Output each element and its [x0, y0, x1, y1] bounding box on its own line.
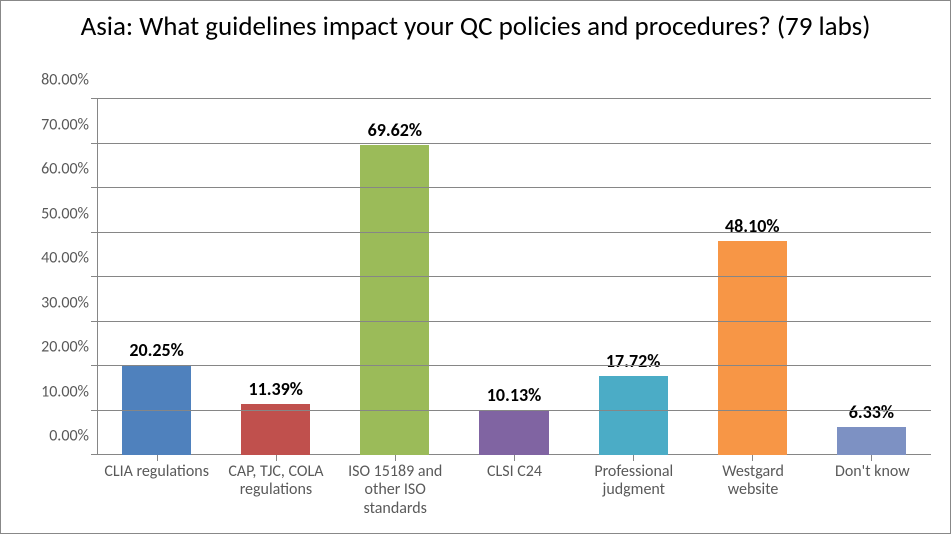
y-tick-label: 50.00%: [41, 204, 97, 223]
bar-value-label: 69.62%: [368, 119, 422, 145]
x-tick-label: Don't know: [813, 459, 932, 533]
y-tick-label: 20.00%: [41, 338, 97, 357]
bar: 11.39%: [241, 404, 310, 455]
bars-container: 20.25% 11.39% 69.62% 10.13% 17.72% 48.10% 6.33…: [97, 99, 931, 455]
bar-slot: 17.72%: [574, 99, 693, 455]
chart-area: 20.25% 11.39% 69.62% 10.13% 17.72% 48.10% 6.33…: [1, 95, 950, 533]
bar-slot: 69.62%: [335, 99, 454, 455]
bar-value-label: 48.10%: [725, 215, 779, 241]
y-tick: [91, 454, 97, 455]
y-tick-label: 70.00%: [41, 115, 97, 134]
y-tick-label: 0.00%: [49, 427, 97, 446]
gridline: [97, 321, 931, 322]
x-tick-label: Westgard website: [693, 459, 812, 533]
y-tick-label: 80.00%: [41, 71, 97, 90]
y-tick: [91, 410, 97, 411]
x-labels-row: CLIA regulationsCAP, TJC, COLA regulatio…: [97, 459, 932, 533]
x-tick-label: CLSI C24: [455, 459, 574, 533]
y-tick: [91, 98, 97, 99]
gridline: [97, 410, 931, 411]
x-tick-label: CLIA regulations: [97, 459, 216, 533]
y-tick-label: 40.00%: [41, 249, 97, 268]
y-tick-label: 30.00%: [41, 293, 97, 312]
bar-slot: 48.10%: [693, 99, 812, 455]
gridline: [97, 143, 931, 144]
y-tick: [91, 187, 97, 188]
bar-value-label: 10.13%: [487, 384, 541, 410]
bar: 6.33%: [837, 427, 906, 455]
gridline: [97, 365, 931, 366]
bar-slot: 6.33%: [812, 99, 931, 455]
x-tick-label: ISO 15189 and other ISO standards: [336, 459, 455, 533]
bar: 10.13%: [479, 410, 548, 455]
bar-value-label: 20.25%: [129, 339, 183, 365]
bar-slot: 20.25%: [97, 99, 216, 455]
y-tick: [91, 232, 97, 233]
chart-title: Asia: What guidelines impact your QC pol…: [1, 1, 950, 48]
y-tick: [91, 365, 97, 366]
bar-value-label: 6.33%: [849, 401, 894, 427]
bar-slot: 11.39%: [216, 99, 335, 455]
y-tick-label: 60.00%: [41, 160, 97, 179]
y-tick-label: 10.00%: [41, 382, 97, 401]
x-tick-label: Professional judgment: [574, 459, 693, 533]
bar: 48.10%: [718, 241, 787, 455]
y-tick: [91, 143, 97, 144]
gridline: [97, 276, 931, 277]
gridline: [97, 187, 931, 188]
y-tick: [91, 276, 97, 277]
bar-value-label: 17.72%: [606, 350, 660, 376]
plot-area: 20.25% 11.39% 69.62% 10.13% 17.72% 48.10% 6.33…: [97, 99, 932, 455]
x-tick-label: CAP, TJC, COLA regulations: [216, 459, 335, 533]
gridline: [97, 98, 931, 99]
gridline: [97, 232, 931, 233]
bar: 17.72%: [599, 376, 668, 455]
bar-value-label: 11.39%: [248, 378, 302, 404]
y-tick: [91, 321, 97, 322]
bar-slot: 10.13%: [454, 99, 573, 455]
